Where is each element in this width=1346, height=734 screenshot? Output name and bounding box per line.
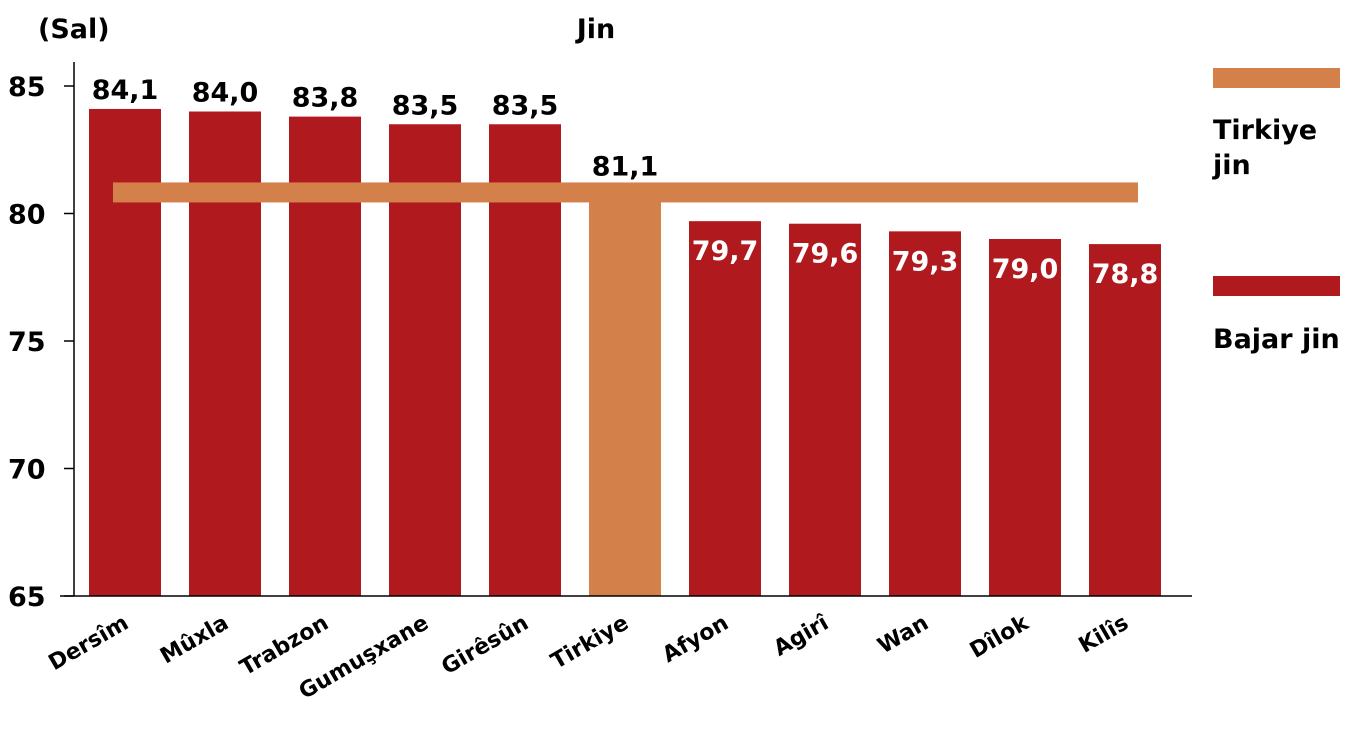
bar-5 — [589, 185, 661, 596]
y-tick-label: 65 — [8, 582, 46, 613]
bar-7 — [789, 223, 861, 596]
bar-10 — [1089, 244, 1161, 596]
reference-line — [113, 182, 1138, 203]
value-label-8: 79,3 — [892, 246, 959, 277]
bar-9 — [989, 239, 1061, 596]
value-label-5: 81,1 — [592, 151, 659, 182]
x-tick-label-6: Afyon — [658, 611, 733, 669]
legend-swatch-country-average — [1213, 68, 1340, 88]
value-label-2: 83,8 — [292, 83, 359, 114]
legend-label-country-average: Tirkiye jin — [1213, 115, 1318, 181]
x-tick-label-8: Wan — [874, 611, 933, 660]
value-label-7: 79,6 — [792, 239, 859, 270]
value-label-6: 79,7 — [692, 236, 759, 267]
reference-line-group — [113, 182, 1138, 203]
legend-swatch-city-average — [1213, 276, 1340, 296]
x-tick-label-4: Girêsûn — [438, 611, 533, 681]
x-tick-label-9: Dîlok — [966, 610, 1034, 664]
y-tick-label: 70 — [8, 455, 46, 486]
value-label-9: 79,0 — [992, 254, 1059, 285]
y-tick-label: 85 — [8, 72, 46, 103]
value-label-3: 83,5 — [392, 90, 459, 121]
bar-3 — [389, 124, 461, 596]
y-tick-label: 75 — [8, 327, 46, 358]
value-label-0: 84,1 — [92, 75, 159, 106]
x-tick-label-10: Kilîs — [1075, 611, 1133, 659]
legend-label-city-average: Bajar jin — [1213, 324, 1340, 355]
y-axis-unit-label: (Sal) — [38, 14, 110, 45]
value-label-10: 78,8 — [1092, 259, 1159, 290]
value-labels-group: 84,1 84,0 83,8 83,5 83,5 81,1 79,7 79,6 79,3 79,0… — [92, 75, 1159, 290]
bar-8 — [889, 231, 961, 596]
value-label-1: 84,0 — [192, 78, 259, 109]
x-tick-label-1: Mûxla — [156, 611, 233, 670]
bar-0 — [89, 108, 161, 596]
bar-6 — [689, 221, 761, 596]
value-label-4: 83,5 — [492, 90, 559, 121]
x-tick-label-0: Dersîm — [45, 611, 133, 676]
y-axis: 65 70 75 80 85 — [8, 62, 75, 613]
x-tick-label-7: Agirî — [770, 610, 834, 661]
chart-title: Jin — [575, 14, 616, 45]
bar-4 — [489, 124, 561, 596]
y-tick-label: 80 — [8, 200, 46, 231]
x-tick-label-5: Tirkiye — [547, 611, 633, 675]
